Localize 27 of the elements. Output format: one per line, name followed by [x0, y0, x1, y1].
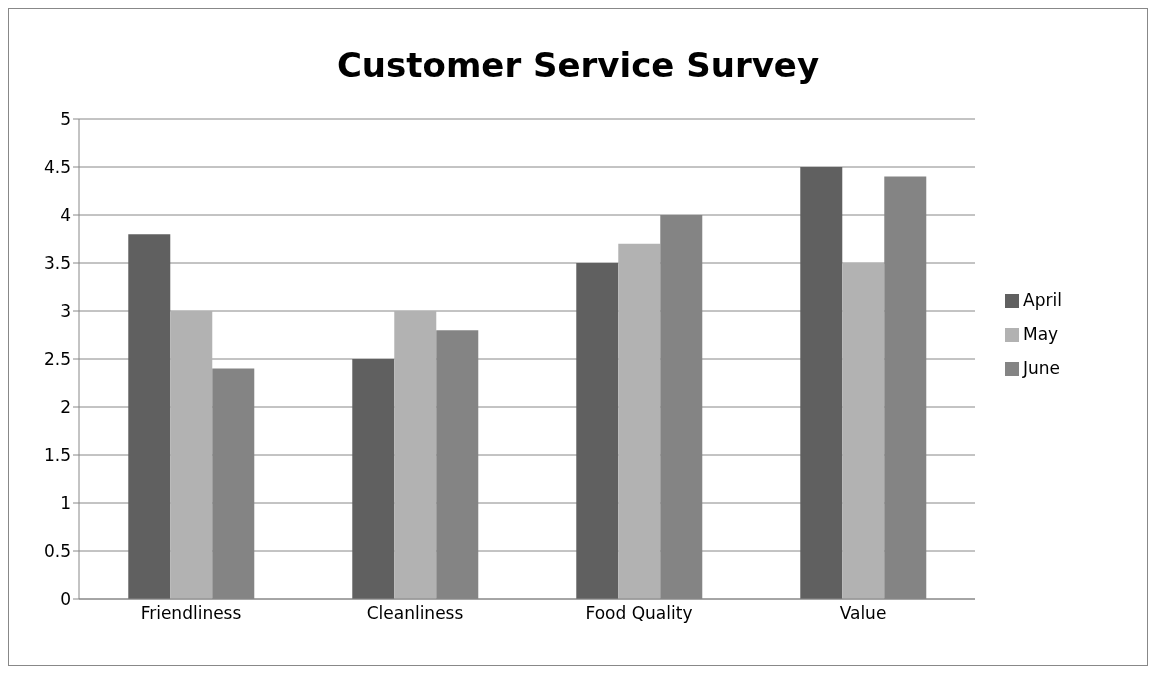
legend-label: April [1023, 290, 1062, 310]
y-tick-label: 0 [60, 589, 71, 610]
legend-label: June [1023, 358, 1061, 378]
chart-title: Customer Service Survey [335, 45, 821, 85]
bar [800, 167, 843, 599]
y-tick-label: 1.5 [43, 445, 71, 466]
y-tick-label: 4.5 [43, 157, 71, 178]
bar [352, 359, 395, 599]
y-tick-label: 5 [60, 109, 71, 130]
y-tick-label: 4 [60, 205, 71, 226]
bar [576, 263, 619, 599]
bar [170, 311, 213, 599]
y-tick-label: 3.5 [43, 253, 71, 274]
y-tick-label: 1 [60, 493, 71, 514]
legend-label: May [1023, 324, 1059, 344]
x-tick-label: Cleanliness [366, 603, 464, 624]
y-tick-label: 2 [60, 397, 71, 418]
bar [842, 263, 885, 599]
x-tick-label: Friendliness [140, 603, 242, 624]
x-tick-label: Food Quality [585, 603, 693, 624]
bar [618, 243, 661, 599]
y-tick-label: 0.5 [43, 541, 71, 562]
x-tick-label: Value [839, 603, 887, 624]
bar [394, 311, 437, 599]
y-tick-label: 3 [60, 301, 71, 322]
bar [128, 234, 171, 599]
y-tick-label: 2.5 [43, 349, 71, 370]
